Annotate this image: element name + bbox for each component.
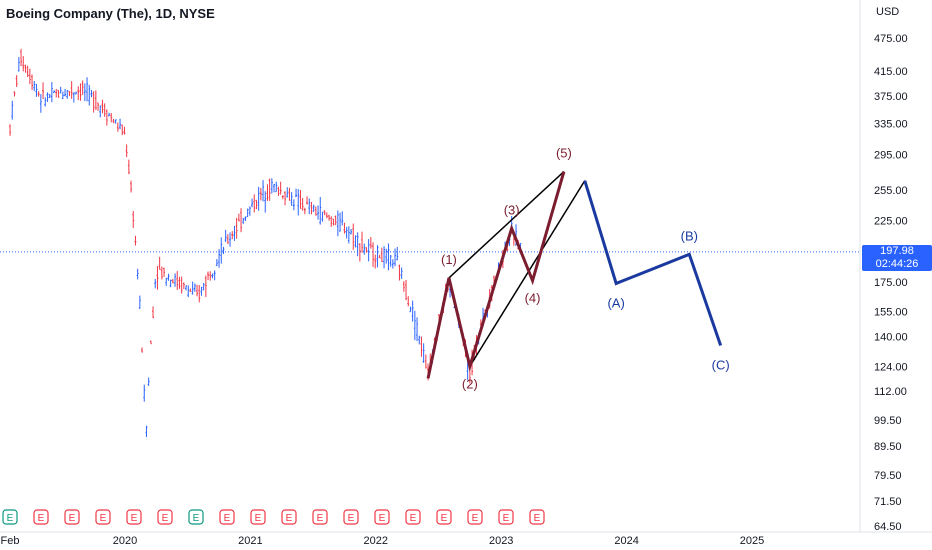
earnings-marker-label: E (100, 513, 107, 524)
wedge-trendline (448, 171, 565, 279)
earnings-marker (157, 509, 173, 525)
earnings-marker (64, 509, 80, 525)
earnings-marker (95, 509, 111, 525)
impulse-wave-label: (2) (462, 376, 478, 391)
earnings-marker (436, 509, 452, 525)
y-tick-label: 89.50 (874, 441, 902, 453)
y-tick-label: 124.00 (874, 361, 908, 373)
correction-wave-path (583, 180, 723, 346)
y-tick-label: 335.00 (874, 118, 908, 130)
x-tick-label: 2020 (113, 535, 137, 547)
y-tick-label: 295.00 (874, 149, 908, 161)
earnings-marker-label: E (441, 513, 448, 524)
y-tick-label: 255.00 (874, 185, 908, 197)
earnings-marker-label: E (503, 513, 510, 524)
y-tick-label: 99.50 (874, 415, 902, 427)
y-tick-label: 112.00 (874, 386, 907, 398)
y-tick-label: 375.00 (874, 91, 908, 103)
impulse-wave-path (426, 171, 566, 379)
y-tick-label: 64.50 (874, 521, 902, 533)
correction-wave-label: (A) (607, 295, 624, 310)
earnings-marker-label: E (410, 513, 417, 524)
earnings-marker-label: E (286, 513, 293, 524)
earnings-marker-label: E (317, 513, 324, 524)
earnings-marker-label: E (534, 513, 541, 524)
chart-title: Boeing Company (The), 1D, NYSE (6, 6, 215, 21)
x-tick-label: Feb (1, 535, 20, 547)
y-tick-label: 155.00 (874, 307, 908, 319)
impulse-wave-label: (3) (504, 202, 520, 217)
earnings-marker-label: E (472, 513, 479, 524)
earnings-marker (343, 509, 359, 525)
earnings-marker-label: E (379, 513, 386, 524)
earnings-marker-label: E (162, 513, 169, 524)
earnings-marker (467, 509, 483, 525)
y-tick-label: 140.00 (874, 332, 908, 344)
earnings-marker (312, 509, 328, 525)
correction-wave-label: (C) (712, 357, 730, 372)
earnings-marker (219, 509, 235, 525)
earnings-marker (126, 509, 142, 525)
x-tick-label: 2024 (614, 535, 638, 547)
x-tick-label: 2025 (740, 535, 764, 547)
earnings-marker-label: E (69, 513, 76, 524)
bar-countdown: 02:44:26 (875, 258, 919, 270)
earnings-marker (498, 509, 514, 525)
impulse-wave-label: (1) (441, 252, 457, 267)
y-tick-label: 475.00 (874, 33, 908, 45)
y-tick-label: 175.00 (874, 277, 908, 289)
earnings-marker-label: E (224, 513, 231, 524)
correction-wave-label: (B) (681, 228, 698, 243)
earnings-marker-label: E (7, 513, 14, 524)
earnings-marker (374, 509, 390, 525)
current-price-tag: 197.98 02:44:26 (862, 245, 932, 271)
impulse-wave-label: (4) (525, 291, 541, 306)
wedge-trendline (469, 180, 586, 367)
earnings-marker (405, 509, 421, 525)
y-axis-unit: USD (876, 6, 899, 18)
y-tick-label: 225.00 (874, 216, 908, 228)
x-tick-label: 2021 (238, 535, 262, 547)
earnings-marker (33, 509, 49, 525)
earnings-marker (250, 509, 266, 525)
earnings-marker (529, 509, 545, 525)
earnings-marker-label: E (131, 513, 138, 524)
current-price-value: 197.98 (880, 245, 914, 257)
y-tick-label: 71.50 (874, 496, 902, 508)
impulse-wave-label: (5) (556, 146, 572, 161)
earnings-marker-label: E (255, 513, 262, 524)
earnings-marker-label: E (348, 513, 355, 524)
earnings-marker (281, 509, 297, 525)
earnings-marker (2, 509, 18, 525)
y-tick-label: 415.00 (874, 66, 908, 78)
y-tick-label: 79.50 (874, 470, 902, 482)
x-tick-label: 2023 (489, 535, 513, 547)
x-tick-label: 2022 (364, 535, 388, 547)
earnings-marker-label: E (193, 513, 200, 524)
earnings-marker-label: E (38, 513, 45, 524)
earnings-marker (188, 509, 204, 525)
